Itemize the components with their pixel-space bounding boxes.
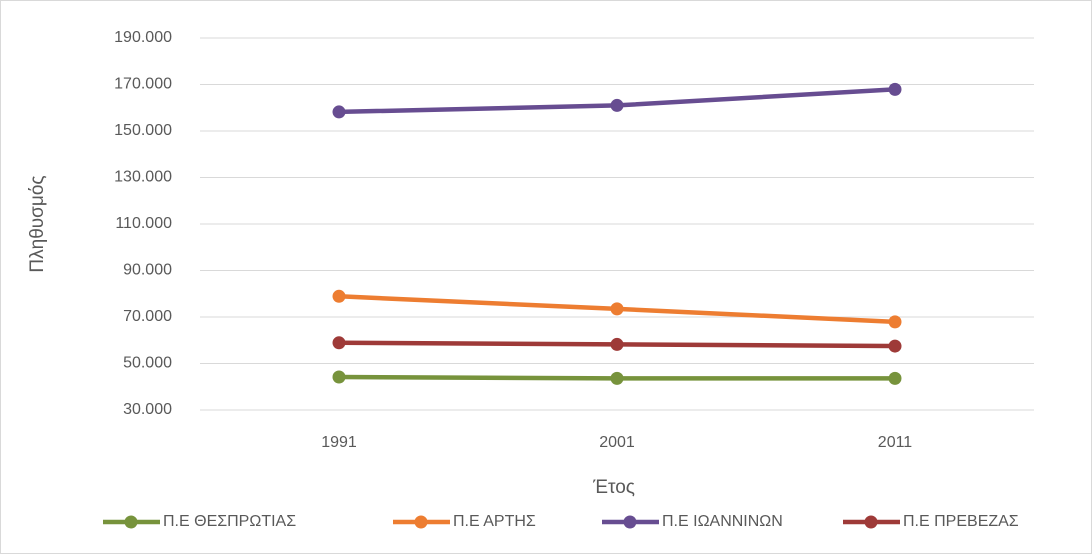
legend-label: Π.Ε ΑΡΤΗΣ bbox=[453, 513, 536, 530]
y-tick-label: 90.000 bbox=[123, 262, 172, 279]
data-point bbox=[888, 371, 902, 385]
data-point bbox=[332, 105, 346, 119]
legend-label: Π.Ε ΘΕΣΠΡΩΤΙΑΣ bbox=[163, 513, 296, 530]
data-point bbox=[332, 289, 346, 303]
data-point bbox=[888, 315, 902, 329]
data-point bbox=[888, 82, 902, 96]
y-axis-label: Πληθυσμός bbox=[27, 175, 48, 272]
y-tick-label: 170.000 bbox=[114, 76, 172, 93]
data-point bbox=[610, 337, 624, 351]
legend-marker bbox=[623, 515, 637, 529]
data-point bbox=[610, 371, 624, 385]
y-tick-label: 30.000 bbox=[123, 401, 172, 418]
y-tick-label: 70.000 bbox=[123, 308, 172, 325]
y-tick-label: 150.000 bbox=[114, 122, 172, 139]
x-tick-label: 2001 bbox=[599, 434, 635, 451]
legend-label: Π.Ε ΙΩΑΝΝΙΝΩΝ bbox=[662, 513, 783, 530]
data-point bbox=[610, 98, 624, 112]
y-tick-label: 190.000 bbox=[114, 29, 172, 46]
y-tick-label: 110.000 bbox=[115, 215, 172, 232]
legend-marker bbox=[414, 515, 428, 529]
legend-marker bbox=[124, 515, 138, 529]
data-point bbox=[332, 370, 346, 384]
x-tick-label: 1991 bbox=[321, 434, 357, 451]
legend-marker bbox=[864, 515, 878, 529]
data-point bbox=[332, 336, 346, 350]
x-axis-label: Έτος bbox=[592, 477, 635, 498]
data-point bbox=[610, 302, 624, 316]
y-tick-label: 130.000 bbox=[114, 169, 172, 186]
legend-label: Π.Ε ΠΡΕΒΕΖΑΣ bbox=[903, 513, 1019, 530]
x-tick-label: 2011 bbox=[878, 434, 913, 451]
y-tick-label: 50.000 bbox=[123, 355, 172, 372]
data-point bbox=[888, 339, 902, 353]
